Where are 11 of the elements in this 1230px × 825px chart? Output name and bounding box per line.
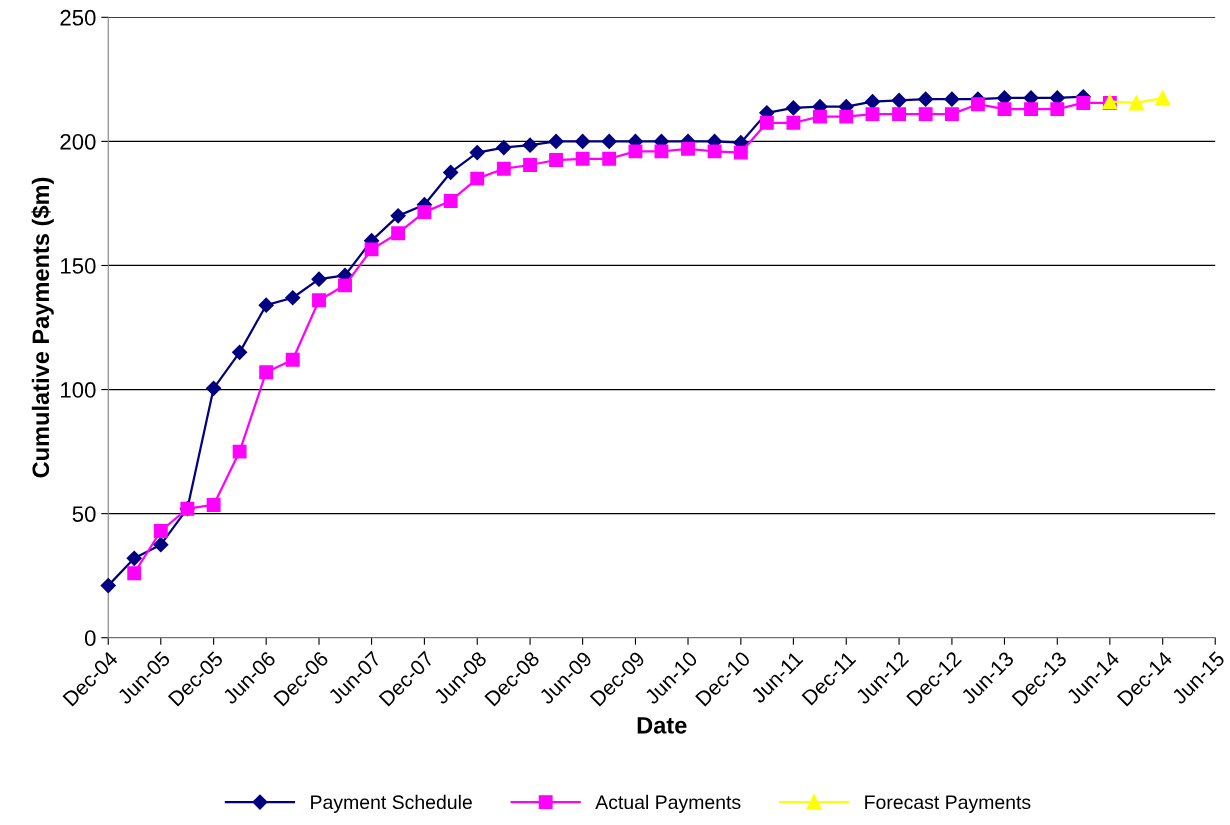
x-axis-title: Date	[637, 717, 687, 734]
y-tick-label: 100	[61, 382, 96, 398]
y-tick-label: 150	[61, 258, 96, 274]
legend-label: Payment Schedule	[311, 794, 472, 813]
legend-label: Forecast Payments	[865, 795, 1031, 813]
y-tick-label: 250	[60, 9, 96, 26]
y-axis-title: Cumulative Payments ($m)	[31, 177, 54, 478]
y-tick-label: 0	[84, 630, 96, 646]
y-tick-label: 200	[60, 133, 96, 150]
y-tick-label: 50	[72, 506, 96, 522]
legend-label: Actual Payments	[595, 794, 741, 813]
